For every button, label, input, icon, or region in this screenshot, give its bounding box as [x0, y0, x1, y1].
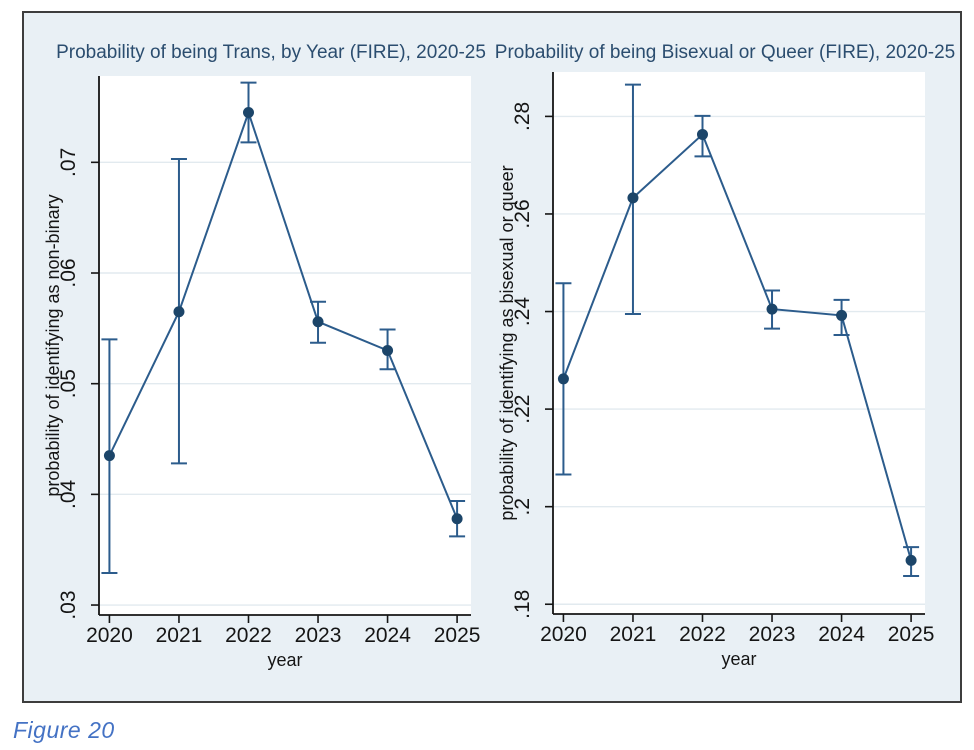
y-tick-label: .24	[511, 297, 534, 327]
y-tick-label: .07	[57, 148, 80, 177]
x-tick-label: 2020	[540, 623, 587, 646]
x-axis-title: year	[721, 649, 756, 669]
y-tick-label: .26	[511, 199, 534, 228]
data-point-marker	[312, 316, 324, 328]
y-axis-title: probability of identifying as non-binary	[43, 194, 63, 496]
x-tick-label: 2025	[888, 623, 935, 646]
data-point-marker	[627, 192, 639, 204]
data-point-marker	[557, 373, 569, 385]
x-axis-title: year	[267, 650, 302, 670]
chart-title: Probability of being Trans, by Year (FIR…	[56, 42, 486, 63]
figure-caption: Figure 20	[13, 717, 115, 743]
data-point-marker	[103, 450, 115, 462]
x-tick-label: 2021	[156, 624, 203, 647]
data-point-marker	[382, 344, 394, 356]
y-tick-label: .28	[511, 102, 534, 131]
x-tick-label: 2023	[749, 623, 796, 646]
data-point-marker	[905, 554, 917, 566]
x-tick-label: 2024	[364, 624, 411, 647]
data-point-marker	[242, 107, 254, 119]
plot-area	[99, 76, 471, 615]
data-point-marker	[696, 128, 708, 140]
data-point-marker	[836, 309, 848, 321]
y-tick-label: .03	[57, 590, 80, 619]
trans-chart: .03 .04 .05 .06 .07 2020 2021 2022 2023 2024 2025 P…	[43, 42, 486, 670]
data-point-marker	[451, 513, 463, 525]
chart-title: Probability of being Bisexual or Queer (…	[495, 42, 955, 63]
x-tick-label: 2022	[225, 624, 272, 647]
data-line	[108, 109, 459, 520]
plot-area	[553, 72, 925, 614]
dual-line-chart-canvas: .03 .04 .05 .06 .07 2020 2021 2022 2023 2024 2025 P…	[43, 42, 955, 670]
bisexual-queer-chart: .18 .2 .22 .24 .26 .28 2020 2021 2022 2023 2024 202…	[495, 42, 955, 669]
y-tick-label: .04	[57, 479, 80, 509]
y-tick-label: .22	[511, 395, 534, 424]
figure-panel: .03 .04 .05 .06 .07 2020 2021 2022 2023 2024 2025 P…	[22, 11, 962, 703]
y-tick-label: .18	[511, 590, 534, 619]
x-tick-label: 2020	[86, 624, 133, 647]
x-tick-label: 2024	[818, 623, 865, 646]
data-point-marker	[173, 306, 185, 318]
x-tick-label: 2025	[434, 624, 481, 647]
data-line	[562, 132, 913, 561]
x-tick-label: 2022	[679, 623, 726, 646]
y-tick-label: .06	[57, 258, 80, 287]
y-tick-label: .2	[511, 498, 534, 516]
data-point-marker	[766, 303, 778, 315]
x-tick-label: 2023	[295, 624, 342, 647]
x-tick-label: 2021	[610, 623, 657, 646]
y-tick-label: .05	[57, 369, 80, 398]
y-axis-title: probability of identifying as bisexual o…	[497, 165, 517, 520]
